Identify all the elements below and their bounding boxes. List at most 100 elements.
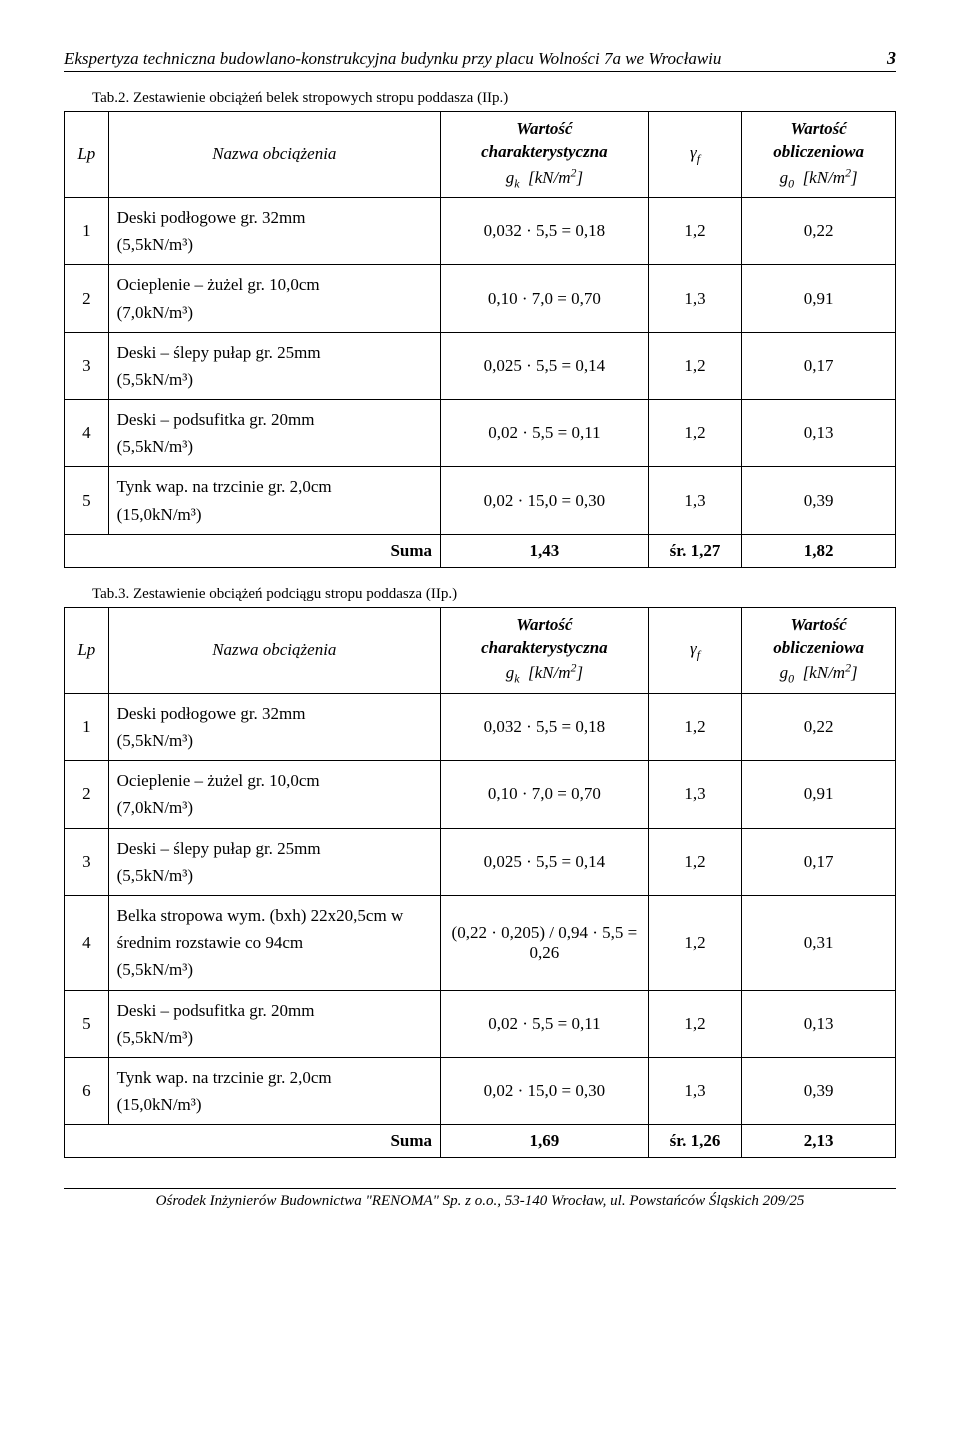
table-b-caption: Tab.3. Zestawienie obciążeń podciągu str… (92, 586, 896, 603)
cell-sum-gf: śr. 1,26 (648, 1125, 741, 1158)
cell-name: Ocieplenie – żużel gr. 10,0cm(7,0kN/m³) (108, 265, 440, 332)
th-go-l2: obliczeniowa (750, 637, 887, 660)
th-char-l2: charakterystyczna (449, 637, 640, 660)
cell-lp: 4 (65, 895, 109, 990)
page-number: 3 (887, 48, 896, 69)
cell-char: 0,10 · 7,0 = 0,70 (441, 265, 649, 332)
cell-name: Tynk wap. na trzcinie gr. 2,0cm(15,0kN/m… (108, 467, 440, 534)
cell-name: Deski – podsufitka gr. 20mm(5,5kN/m³) (108, 400, 440, 467)
cell-go: 0,22 (742, 693, 896, 760)
table-a-body: 1Deski podłogowe gr. 32mm(5,5kN/m³)0,032… (65, 197, 896, 567)
cell-name: Deski – podsufitka gr. 20mm(5,5kN/m³) (108, 990, 440, 1057)
table-row: 1Deski podłogowe gr. 32mm(5,5kN/m³)0,032… (65, 197, 896, 264)
th-char: Wartość charakterystyczna gk [kN/m2] (441, 607, 649, 693)
header-title: Ekspertyza techniczna budowlano-konstruk… (64, 49, 721, 69)
table-sum-row: Suma1,43śr. 1,271,82 (65, 534, 896, 567)
cell-go: 0,91 (742, 761, 896, 828)
cell-lp: 5 (65, 990, 109, 1057)
cell-name: Belka stropowa wym. (bxh) 22x20,5cm w śr… (108, 895, 440, 990)
cell-lp: 2 (65, 761, 109, 828)
cell-go: 0,31 (742, 895, 896, 990)
cell-gf: 1,2 (648, 332, 741, 399)
table-sum-row: Suma1,69śr. 1,262,13 (65, 1125, 896, 1158)
th-name: Nazwa obciążenia (108, 607, 440, 693)
th-go-l3: g0 [kN/m2] (750, 660, 887, 687)
cell-char: 0,032 · 5,5 = 0,18 (441, 693, 649, 760)
cell-char: 0,10 · 7,0 = 0,70 (441, 761, 649, 828)
cell-sum-label: Suma (65, 1125, 441, 1158)
cell-name: Ocieplenie – żużel gr. 10,0cm(7,0kN/m³) (108, 761, 440, 828)
cell-lp: 2 (65, 265, 109, 332)
table-a-caption: Tab.2. Zestawienie obciążeń belek stropo… (92, 90, 896, 107)
cell-gf: 1,3 (648, 1057, 741, 1124)
cell-sum-label: Suma (65, 534, 441, 567)
table-row: 5Tynk wap. na trzcinie gr. 2,0cm(15,0kN/… (65, 467, 896, 534)
cell-sum-go: 1,82 (742, 534, 896, 567)
table-b: Lp Nazwa obciążenia Wartość charakteryst… (64, 607, 896, 1158)
th-gf: γf (648, 112, 741, 198)
table-row: 1Deski podłogowe gr. 32mm(5,5kN/m³)0,032… (65, 693, 896, 760)
table-row: 6Tynk wap. na trzcinie gr. 2,0cm(15,0kN/… (65, 1057, 896, 1124)
cell-name: Deski podłogowe gr. 32mm(5,5kN/m³) (108, 197, 440, 264)
cell-char: 0,02 · 5,5 = 0,11 (441, 400, 649, 467)
th-char-l3: gk [kN/m2] (449, 164, 640, 191)
th-char-l2: charakterystyczna (449, 141, 640, 164)
th-lp: Lp (65, 607, 109, 693)
table-row: 2Ocieplenie – żużel gr. 10,0cm(7,0kN/m³)… (65, 761, 896, 828)
table-row: 3Deski – ślepy pułap gr. 25mm(5,5kN/m³)0… (65, 828, 896, 895)
cell-gf: 1,2 (648, 197, 741, 264)
cell-sum-go: 2,13 (742, 1125, 896, 1158)
th-go-l1: Wartość (750, 614, 887, 637)
table-row: 4Deski – podsufitka gr. 20mm(5,5kN/m³)0,… (65, 400, 896, 467)
cell-name: Deski – ślepy pułap gr. 25mm(5,5kN/m³) (108, 828, 440, 895)
th-go: Wartość obliczeniowa g0 [kN/m2] (742, 607, 896, 693)
th-char: Wartość charakterystyczna gk [kN/m2] (441, 112, 649, 198)
cell-sum-char: 1,43 (441, 534, 649, 567)
table-row: 2Ocieplenie – żużel gr. 10,0cm(7,0kN/m³)… (65, 265, 896, 332)
cell-char: 0,025 · 5,5 = 0,14 (441, 332, 649, 399)
th-gf: γf (648, 607, 741, 693)
cell-name: Tynk wap. na trzcinie gr. 2,0cm(15,0kN/m… (108, 1057, 440, 1124)
page-footer: Ośrodek Inżynierów Budownictwa "RENOMA" … (64, 1188, 896, 1210)
cell-gf: 1,2 (648, 990, 741, 1057)
th-char-l3: gk [kN/m2] (449, 660, 640, 687)
cell-go: 0,39 (742, 467, 896, 534)
page-header: Ekspertyza techniczna budowlano-konstruk… (64, 48, 896, 72)
cell-go: 0,17 (742, 332, 896, 399)
cell-char: 0,02 · 15,0 = 0,30 (441, 467, 649, 534)
table-a: Lp Nazwa obciążenia Wartość charakteryst… (64, 111, 896, 568)
th-char-l1: Wartość (449, 118, 640, 141)
cell-name: Deski – ślepy pułap gr. 25mm(5,5kN/m³) (108, 332, 440, 399)
cell-char: 0,02 · 5,5 = 0,11 (441, 990, 649, 1057)
table-row: 3Deski – ślepy pułap gr. 25mm(5,5kN/m³)0… (65, 332, 896, 399)
cell-lp: 3 (65, 828, 109, 895)
cell-char: 0,02 · 15,0 = 0,30 (441, 1057, 649, 1124)
cell-char: 0,032 · 5,5 = 0,18 (441, 197, 649, 264)
cell-gf: 1,2 (648, 895, 741, 990)
cell-gf: 1,3 (648, 761, 741, 828)
cell-lp: 6 (65, 1057, 109, 1124)
cell-gf: 1,2 (648, 400, 741, 467)
th-go-l1: Wartość (750, 118, 887, 141)
table-b-body: 1Deski podłogowe gr. 32mm(5,5kN/m³)0,032… (65, 693, 896, 1157)
cell-gf: 1,3 (648, 265, 741, 332)
cell-go: 0,17 (742, 828, 896, 895)
cell-go: 0,91 (742, 265, 896, 332)
cell-lp: 1 (65, 197, 109, 264)
th-char-l1: Wartość (449, 614, 640, 637)
cell-char: (0,22 · 0,205) / 0,94 · 5,5 = 0,26 (441, 895, 649, 990)
th-go: Wartość obliczeniowa g0 [kN/m2] (742, 112, 896, 198)
cell-char: 0,025 · 5,5 = 0,14 (441, 828, 649, 895)
cell-sum-gf: śr. 1,27 (648, 534, 741, 567)
cell-gf: 1,2 (648, 828, 741, 895)
cell-lp: 1 (65, 693, 109, 760)
cell-lp: 5 (65, 467, 109, 534)
table-row: 5Deski – podsufitka gr. 20mm(5,5kN/m³)0,… (65, 990, 896, 1057)
cell-name: Deski podłogowe gr. 32mm(5,5kN/m³) (108, 693, 440, 760)
cell-lp: 3 (65, 332, 109, 399)
cell-go: 0,13 (742, 990, 896, 1057)
cell-go: 0,39 (742, 1057, 896, 1124)
cell-go: 0,22 (742, 197, 896, 264)
th-name: Nazwa obciążenia (108, 112, 440, 198)
cell-gf: 1,3 (648, 467, 741, 534)
